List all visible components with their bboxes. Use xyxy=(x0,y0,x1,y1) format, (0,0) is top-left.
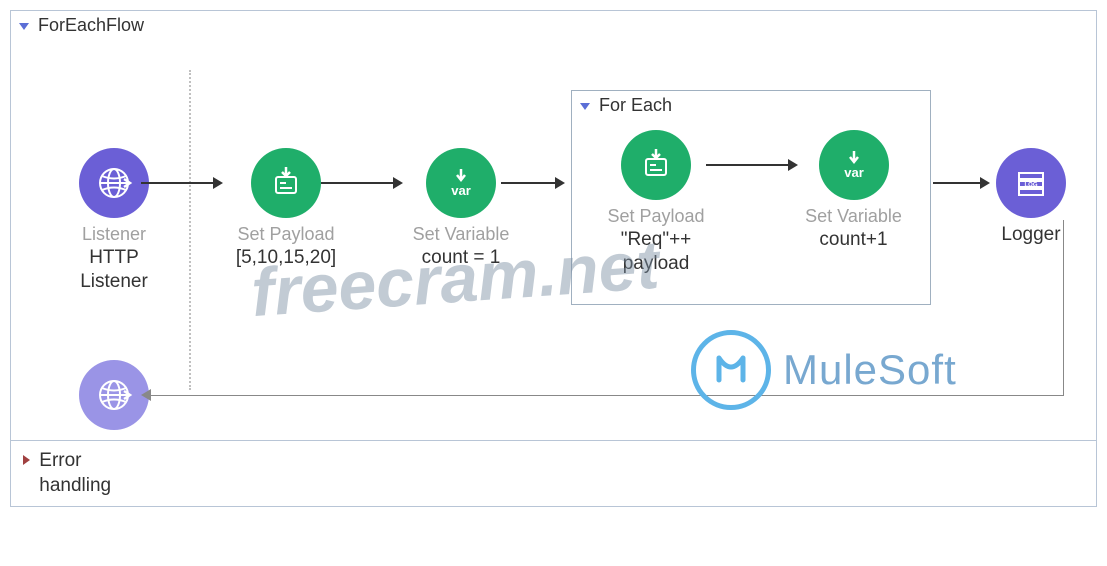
arrow-3 xyxy=(501,182,563,184)
flow-container: ForEachFlow Listener HTTP Listener xyxy=(10,10,1097,507)
listener-sub1: HTTP xyxy=(59,247,169,269)
mulesoft-brand: MuleSoft xyxy=(691,330,957,410)
foreach-toggle-icon[interactable] xyxy=(580,103,590,110)
payload-icon xyxy=(621,130,691,200)
listener-sub2: Listener xyxy=(59,271,169,293)
inner-variable-label: Set Variable xyxy=(781,206,926,227)
svg-text:var: var xyxy=(451,183,471,198)
inner-payload-v1: "Req"++ xyxy=(591,229,721,251)
inner-variable-value: count+1 xyxy=(781,229,926,251)
logger-node[interactable]: LOG Logger xyxy=(981,148,1081,246)
globe-icon xyxy=(79,148,149,218)
return-arrow-head xyxy=(141,389,151,401)
error-title: Errorhandling xyxy=(39,450,111,496)
set-payload-label: Set Payload xyxy=(216,224,356,245)
set-variable-value: count = 1 xyxy=(391,247,531,269)
mulesoft-brand-text: MuleSoft xyxy=(783,346,957,394)
inner-payload-v2: payload xyxy=(591,253,721,275)
flow-canvas: Listener HTTP Listener Set Payload [5,10… xyxy=(11,40,1096,440)
listener-node[interactable]: Listener HTTP Listener xyxy=(59,148,169,293)
foreach-header[interactable]: For Each xyxy=(572,91,930,120)
inner-payload-label: Set Payload xyxy=(591,206,721,227)
arrow-2 xyxy=(321,182,401,184)
set-payload-node[interactable]: Set Payload [5,10,15,20] xyxy=(216,148,356,269)
globe-icon xyxy=(79,360,149,430)
inner-set-variable-node[interactable]: var Set Variable count+1 xyxy=(781,130,926,251)
payload-icon xyxy=(251,148,321,218)
error-handling-section[interactable]: Errorhandling xyxy=(11,440,1096,506)
flow-title: ForEachFlow xyxy=(38,15,144,35)
error-toggle-icon[interactable] xyxy=(23,455,30,465)
set-payload-value: [5,10,15,20] xyxy=(216,247,356,269)
svg-text:var: var xyxy=(844,165,864,180)
svg-text:LOG: LOG xyxy=(1025,183,1038,189)
inner-set-payload-node[interactable]: Set Payload "Req"++ payload xyxy=(591,130,721,275)
source-separator xyxy=(189,70,191,390)
arrow-5 xyxy=(933,182,988,184)
variable-icon: var xyxy=(819,130,889,200)
set-variable-node[interactable]: var Set Variable count = 1 xyxy=(391,148,531,269)
logger-icon: LOG xyxy=(996,148,1066,218)
return-line-down xyxy=(1063,220,1064,395)
listener-label: Listener xyxy=(59,224,169,245)
collapse-toggle-icon[interactable] xyxy=(19,23,29,30)
flow-header[interactable]: ForEachFlow xyxy=(11,11,1096,40)
set-variable-label: Set Variable xyxy=(391,224,531,245)
logger-label: Logger xyxy=(981,224,1081,246)
arrow-1 xyxy=(141,182,221,184)
foreach-title: For Each xyxy=(599,95,672,115)
mulesoft-logo-icon xyxy=(691,330,771,410)
variable-icon: var xyxy=(426,148,496,218)
